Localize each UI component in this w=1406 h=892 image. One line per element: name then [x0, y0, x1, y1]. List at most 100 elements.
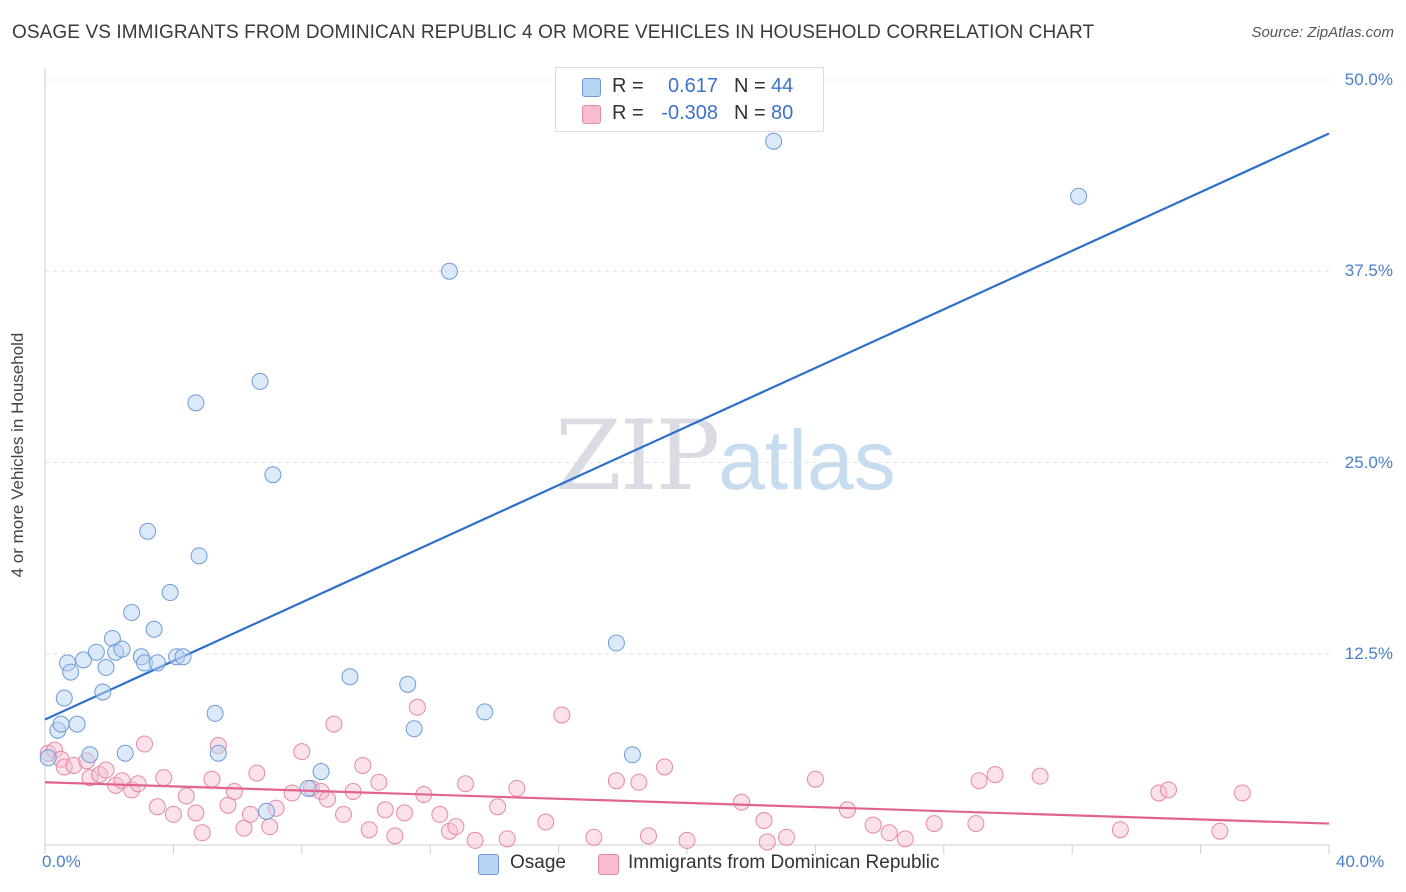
dominican-point-57 [630, 773, 648, 791]
dominican-point-51 [498, 830, 516, 848]
dominican-point-67 [880, 824, 898, 842]
osage-n-value: 44 [771, 75, 794, 97]
dominican-point-35 [335, 805, 353, 823]
osage-point-7 [75, 651, 93, 669]
dominican-point-73 [1031, 767, 1049, 785]
x-tick-min: 0.0% [42, 852, 81, 871]
osage-point-22 [161, 584, 179, 602]
dominican-point-50 [489, 798, 507, 816]
dominican-r-label: R = [612, 102, 644, 124]
dominican-point-53 [537, 813, 555, 831]
bottom-legend-dominican-label: Immigrants from Dominican Republic [628, 852, 940, 873]
dominican-point-14 [148, 798, 166, 816]
osage-point-27 [206, 704, 224, 722]
dominican-trend-line [44, 781, 1330, 825]
dominican-point-76 [1160, 781, 1177, 799]
osage-point-43 [1070, 187, 1088, 205]
source-credit: Source: ZipAtlas.com [1251, 24, 1394, 41]
dominican-point-77 [1211, 822, 1229, 840]
dominican-point-22 [219, 796, 237, 814]
stats-legend: R = 0.617 N = 44 R = -0.308 N = 80 [555, 67, 824, 132]
dominican-r-value: -0.308 [661, 102, 718, 124]
dominican-point-6 [81, 769, 99, 787]
osage-points [39, 105, 1088, 820]
dominican-point-40 [376, 801, 394, 819]
dominican-point-18 [187, 804, 205, 822]
zipatlas-watermark: ZIPatlas [555, 400, 896, 512]
osage-point-11 [97, 659, 115, 677]
dominican-n-label: N = [734, 102, 766, 124]
dominican-point-52 [508, 779, 526, 797]
dominican-point-61 [733, 793, 751, 811]
dominican-point-29 [283, 784, 301, 802]
dominican-points [39, 698, 1251, 851]
y-tick-label-3: 50.0% [1344, 70, 1393, 89]
dominican-point-38 [360, 821, 378, 839]
dominican-point-33 [318, 790, 336, 808]
dominican-point-45 [431, 805, 449, 823]
dominican-point-64 [806, 770, 824, 788]
dominican-point-13 [136, 735, 154, 753]
dominican-point-23 [225, 782, 243, 800]
osage-point-8 [81, 746, 99, 764]
watermark-zip: ZIP [555, 400, 720, 512]
dominican-point-70 [967, 815, 985, 833]
dominican-point-49 [466, 831, 484, 849]
dominican-point-15 [155, 769, 173, 787]
dominican-point-48 [457, 775, 475, 793]
osage-point-30 [257, 802, 275, 820]
dominican-point-42 [396, 804, 414, 822]
dominican-point-4 [65, 756, 83, 774]
osage-point-21 [148, 654, 166, 672]
y-tick-label-1: 25.0% [1344, 452, 1393, 472]
dominican-point-8 [97, 761, 115, 779]
osage-point-31 [264, 466, 282, 484]
osage-point-28 [209, 744, 227, 762]
dominican-point-59 [656, 758, 674, 776]
axes [44, 68, 1330, 854]
dominican-point-34 [325, 715, 343, 733]
dominican-point-12 [129, 775, 147, 793]
dominican-point-60 [678, 831, 696, 849]
osage-point-6 [68, 715, 86, 733]
osage-point-26 [190, 547, 208, 565]
osage-point-35 [399, 675, 417, 693]
dominican-point-54 [553, 706, 571, 724]
osage-point-40 [623, 746, 641, 764]
osage-point-0 [39, 749, 57, 767]
dominican-point-65 [839, 801, 856, 819]
dominican-point-30 [293, 743, 311, 761]
bottom-legend-osage-label: Osage [510, 852, 566, 873]
y-tick-label-2: 37.5% [1344, 261, 1393, 281]
dominican-point-47 [447, 818, 465, 836]
osage-point-37 [440, 262, 458, 280]
dominican-n-value: 80 [771, 102, 794, 124]
dominican-point-66 [864, 816, 882, 834]
y-axis-label: 4 or more Vehicles in Household [8, 332, 27, 578]
dominican-point-71 [970, 772, 988, 790]
dominican-point-37 [354, 756, 372, 774]
osage-point-10 [94, 683, 112, 701]
dominican-point-69 [925, 815, 943, 833]
dominican-swatch [582, 105, 601, 124]
dominican-point-41 [386, 827, 404, 845]
osage-point-24 [174, 648, 192, 666]
y-tick-label-0: 12.5% [1344, 643, 1393, 663]
dominican-trend-group [44, 781, 1330, 825]
chart-title: OSAGE VS IMMIGRANTS FROM DOMINICAN REPUB… [12, 22, 1095, 43]
dominican-point-79 [755, 812, 773, 830]
dominican-point-43 [408, 698, 426, 716]
osage-point-20 [145, 620, 163, 638]
osage-point-5 [62, 663, 80, 681]
dominican-point-74 [1111, 821, 1129, 839]
osage-trend-line [44, 132, 1330, 721]
osage-point-2 [52, 715, 70, 733]
bottom-legend-dominican-swatch [598, 854, 619, 875]
osage-point-39 [607, 634, 625, 652]
osage-r-value: 0.617 [667, 75, 718, 97]
dominican-point-25 [241, 805, 259, 823]
dominican-point-58 [639, 827, 657, 845]
osage-point-41 [765, 132, 783, 150]
dominican-point-78 [1233, 784, 1251, 802]
